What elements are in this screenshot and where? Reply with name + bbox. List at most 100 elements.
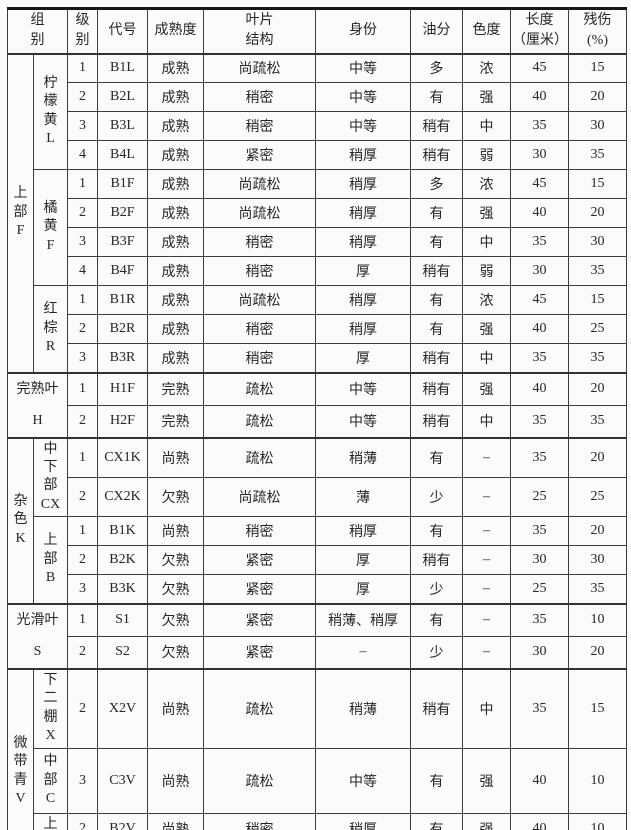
- cell-oil: 有: [410, 602, 463, 637]
- table-row-B2V: 上部B2B2V尚熟稍密稍厚有强4010: [8, 812, 627, 830]
- cell-chroma: –: [462, 476, 511, 518]
- cell-structure: 尚疏松: [203, 169, 316, 199]
- cell-code: CX2K: [97, 476, 148, 518]
- cell-length: 30: [510, 635, 569, 670]
- cell-length: 35: [510, 343, 569, 373]
- cell-body: 稍厚: [315, 285, 411, 315]
- cell-structure: 疏松: [203, 747, 316, 814]
- cell-length: 30: [510, 545, 569, 576]
- col-header-level: 级别: [67, 8, 98, 55]
- cell-damage: 35: [568, 343, 627, 373]
- table-row-CX1K: 杂色 K 中下部 CX 1 CX1K 尚熟 疏松 稍薄有 –35 20: [7, 436, 627, 605]
- cell-damage: 10: [568, 602, 627, 637]
- cell-oil: 少: [410, 574, 463, 605]
- cell-structure: 疏松: [203, 371, 316, 406]
- cell-oil: 有: [410, 198, 463, 228]
- cell-level: 3: [67, 343, 98, 373]
- cell-chroma: –: [462, 574, 511, 605]
- cell-maturity: 成熟: [147, 52, 204, 83]
- cell-body: 稍薄、稍厚: [315, 602, 411, 637]
- cell-damage: 30: [568, 227, 627, 257]
- cell-level: 2: [67, 82, 98, 112]
- cell-structure: 尚疏松: [203, 476, 316, 518]
- cell-length: 40: [510, 82, 569, 112]
- cell-level: 2: [67, 545, 98, 576]
- cell-maturity: 尚熟: [147, 516, 204, 547]
- cell-chroma: 强: [462, 812, 511, 830]
- cell-code: C3V: [97, 747, 148, 814]
- cell-maturity: 欠熟: [147, 545, 204, 576]
- cell-code: B2R: [97, 314, 148, 344]
- cell-oil: 稍有: [410, 140, 463, 170]
- subgroup-cell-B: 上部B: [33, 812, 68, 830]
- cell-level: 3: [67, 574, 98, 605]
- cell-level: 4: [67, 256, 98, 286]
- cell-code: B3R: [97, 343, 148, 373]
- cell-damage: 10: [568, 812, 627, 830]
- cell-oil: 多: [410, 169, 463, 199]
- cell-body: 中等: [315, 747, 411, 814]
- cell-code: B3K: [97, 574, 148, 605]
- cell-length: 40: [510, 198, 569, 228]
- table-row-B1K: 上部 B 1 B1K 尚熟 稍密 稍厚有 –35 20: [8, 516, 627, 605]
- cell-code: B3F: [97, 227, 148, 257]
- col-header-chroma: 色度: [462, 8, 511, 55]
- cell-length: 30: [510, 256, 569, 286]
- table-row-B1R: 红棕 R 1 B1R 成熟 尚疏松 稍厚有浓 45 15: [8, 285, 627, 373]
- cell-oil: 稍有: [410, 667, 463, 749]
- cell-chroma: 强: [462, 371, 511, 406]
- cell-chroma: –: [462, 436, 511, 478]
- cell-damage: 10: [568, 747, 627, 814]
- cell-length: 45: [510, 52, 569, 83]
- cell-maturity: 欠熟: [147, 602, 204, 637]
- cell-damage: 20: [568, 436, 627, 478]
- cell-length: 35: [510, 516, 569, 547]
- cell-body: 厚: [315, 256, 411, 286]
- table-row-B3L: 3 B3L 成熟 稍密 中等 稍有中 35 30: [8, 111, 627, 141]
- cell-chroma: 弱: [462, 256, 511, 286]
- cell-chroma: 强: [462, 314, 511, 344]
- cell-damage: 15: [568, 667, 627, 749]
- table-row-H2F: 2 H2F 完熟 疏松 中等 稍有中 35 35: [8, 404, 627, 438]
- cell-structure: 紧密: [203, 574, 316, 605]
- table-row-B2K: 2 B2K 欠熟 紧密厚稍有 –30 30: [8, 545, 627, 576]
- table-row-H1F: 完熟叶 H 1 H1F 完熟 疏松 中等 稍有强 40 20: [7, 371, 627, 438]
- cell-body: 稍薄: [315, 667, 411, 749]
- cell-length: 25: [510, 574, 569, 605]
- cell-oil: 有: [410, 285, 463, 315]
- cell-length: 40: [510, 812, 569, 830]
- cell-code: B1F: [97, 169, 148, 199]
- cell-code: S1: [97, 602, 148, 637]
- cell-maturity: 完熟: [147, 404, 204, 438]
- cell-structure: 稍密: [203, 343, 316, 373]
- cell-code: B1R: [97, 285, 148, 315]
- cell-length: 35: [510, 667, 569, 749]
- cell-body: 稍厚: [315, 140, 411, 170]
- cell-chroma: 浓: [462, 285, 511, 315]
- cell-structure: 紧密: [203, 545, 316, 576]
- cell-oil: 稍有: [410, 404, 463, 438]
- cell-oil: 有: [410, 747, 463, 814]
- table-row-S2: 2 S2 欠熟 紧密 – 少 –30 20: [8, 635, 627, 670]
- cell-oil: 稍有: [410, 371, 463, 406]
- table-row-B2L: 2 B2L 成熟 稍密 中等有强 40 20: [8, 82, 627, 112]
- col-header-oil: 油分: [410, 8, 463, 55]
- table-row-X2V: 微带青 V 下二棚 X 2 X2V 尚熟 疏松 稍薄 稍有中 35 15: [7, 667, 627, 830]
- table-row-B3R: 3 B3R 成熟 稍密厚稍有中 35 35: [8, 343, 627, 373]
- cell-structure: 尚疏松: [203, 198, 316, 228]
- cell-level: 2: [67, 476, 98, 518]
- group-cell-H: 完熟叶 H: [7, 371, 68, 438]
- cell-length: 35: [510, 111, 569, 141]
- cell-code: B2V: [97, 812, 148, 830]
- cell-length: 45: [510, 169, 569, 199]
- cell-damage: 25: [568, 476, 627, 518]
- cell-structure: 尚疏松: [203, 285, 316, 315]
- cell-chroma: –: [462, 516, 511, 547]
- cell-code: H1F: [97, 371, 148, 406]
- cell-code: B2F: [97, 198, 148, 228]
- cell-maturity: 欠熟: [147, 574, 204, 605]
- cell-structure: 紧密: [203, 635, 316, 670]
